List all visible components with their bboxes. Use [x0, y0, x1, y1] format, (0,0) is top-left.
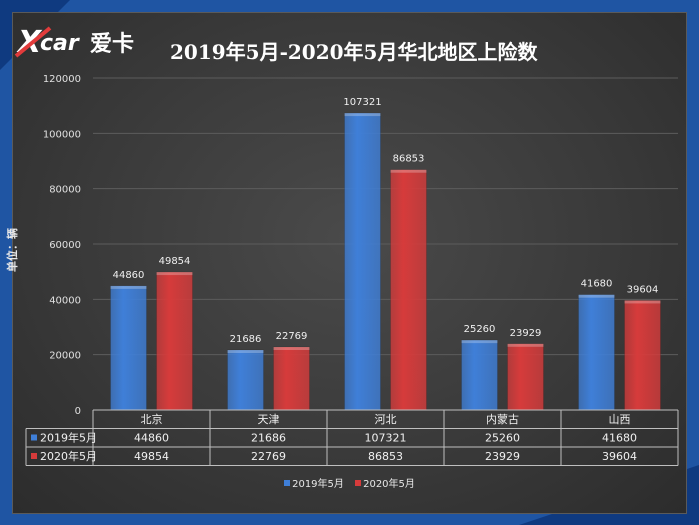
bar-top-highlight: [227, 350, 264, 354]
y-tick-label: 80000: [49, 185, 81, 196]
bar-2019: [110, 285, 147, 411]
data-label-2019: 107321: [343, 97, 381, 108]
data-label-2019: 41680: [581, 279, 613, 290]
category-label: 内蒙古: [486, 412, 519, 426]
legend-swatch-2019: [284, 480, 291, 486]
legend-swatch-2020: [355, 480, 362, 486]
table-cell-2019: 107321: [365, 432, 407, 445]
bar-top-highlight: [461, 340, 498, 344]
table-cell-2020: 22769: [251, 450, 286, 463]
data-label-2020: 86853: [393, 154, 425, 165]
table-series-name-2020: 2020年5月: [40, 449, 97, 463]
bar-top-highlight: [156, 272, 193, 276]
svg-text:car: car: [40, 31, 80, 56]
data-label-2020: 23929: [510, 328, 542, 339]
y-tick-label: 0: [75, 406, 81, 417]
bars: [110, 112, 661, 411]
table-cell-2020: 86853: [368, 450, 403, 463]
category-label: 山西: [609, 413, 631, 426]
y-tick-label: 100000: [43, 129, 81, 140]
y-tick-labels: 0 20000 40000 60000 80000 100000 120000: [43, 74, 81, 417]
table-cell-2019: 41680: [602, 432, 637, 445]
xcar-logo: X car 爱卡: [14, 25, 134, 60]
bar-top-highlight: [624, 300, 661, 304]
data-label-2020: 39604: [627, 284, 659, 295]
bar-2019: [227, 349, 264, 411]
legend-label-2019: 2019年5月: [292, 479, 344, 490]
data-labels: 44860 49854 21686 22769 107321 86853 25260 2392…: [113, 97, 659, 345]
svg-text:爱卡: 爱卡: [90, 32, 134, 57]
category-label: 天津: [258, 413, 280, 426]
table-cell-2019: 21686: [251, 432, 286, 445]
data-label-2019: 21686: [230, 334, 262, 345]
data-table: 北京 天津 河北 内蒙古 山西 2019年5月 44860 21686 107321 25260 4…: [25, 409, 679, 466]
bar-top-highlight: [507, 343, 544, 347]
y-tick-label: 60000: [49, 240, 81, 251]
data-label-2019: 25260: [464, 324, 496, 335]
chart-title: 2019年5月-2020年5月华北地区上险数: [170, 40, 538, 64]
bar-top-highlight: [344, 113, 381, 117]
table-cell-2020: 23929: [485, 450, 520, 463]
bar-2020: [156, 271, 193, 411]
bar-2019: [461, 339, 498, 411]
legend-item-2020: 2020年5月: [355, 475, 415, 490]
bar-2020: [273, 346, 310, 411]
table-cell-2019: 44860: [134, 432, 169, 445]
category-label: 河北: [375, 413, 397, 426]
data-label-2019: 44860: [113, 270, 145, 281]
bar-2020: [507, 343, 544, 411]
table-cell-2020: 49854: [134, 450, 169, 463]
bar-2020: [390, 169, 427, 411]
bar-2019: [578, 294, 615, 411]
bar-top-highlight: [273, 347, 310, 351]
table-cell-2019: 25260: [485, 432, 520, 445]
bar-2020: [624, 300, 661, 411]
table-swatch-2020: [31, 453, 37, 459]
y-tick-label: 20000: [49, 351, 81, 362]
y-tick-label: 40000: [49, 295, 81, 306]
legend-label-2020: 2020年5月: [363, 479, 415, 490]
bar-top-highlight: [578, 294, 615, 298]
y-tick-label: 120000: [43, 74, 81, 85]
legend: 2019年5月 2020年5月: [0, 475, 699, 490]
bar-top-highlight: [110, 285, 147, 289]
bar-2019: [344, 112, 381, 411]
bar-top-highlight: [390, 169, 427, 173]
legend-item-2019: 2019年5月: [284, 475, 344, 490]
table-series-name-2019: 2019年5月: [40, 431, 97, 445]
data-label-2020: 22769: [276, 331, 308, 342]
category-label: 北京: [141, 412, 163, 426]
table-swatch-2019: [31, 434, 37, 441]
table-cell-2020: 39604: [602, 450, 637, 463]
data-label-2020: 49854: [159, 256, 191, 267]
